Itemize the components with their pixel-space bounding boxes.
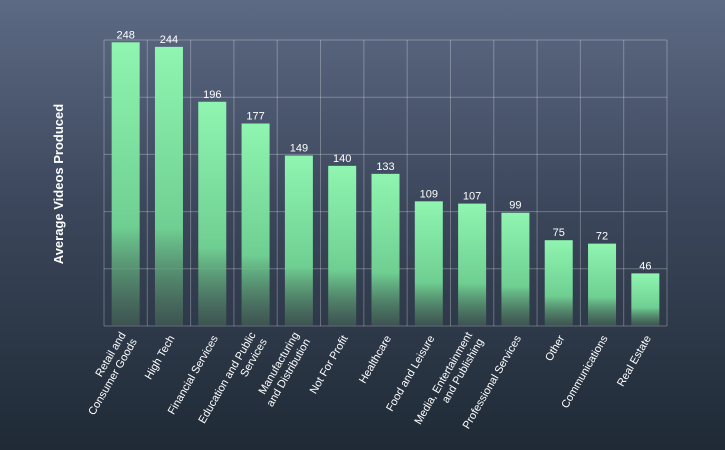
category-label: Communications [559,333,611,410]
bar [414,201,443,326]
bar [328,165,357,326]
y-axis-label: Average Videos Produced [51,104,66,264]
category-label: Retail andConsumer Goods [75,330,140,418]
value-labels: 248 244 196 177 149 140 133 109 107 99 75 72 46 [116,29,651,272]
bar-value-label: 133 [376,161,394,173]
bar-value-label: 99 [509,200,521,212]
bar-value-label: 75 [553,227,565,239]
bar [501,212,530,326]
category-labels: Retail andConsumer Goods High TechFinanci… [75,330,654,431]
category-label: Other [543,333,567,363]
bar [111,42,140,327]
category-label: Real Estate [615,334,654,389]
bar-value-label: 244 [160,34,178,46]
bar-value-label: 46 [639,260,651,272]
bars [111,42,660,327]
bar-value-label: 177 [246,111,264,123]
category-label: Not For Profit [308,334,351,397]
bar [241,123,270,327]
bar [458,203,487,326]
bar-value-label: 107 [463,191,481,203]
bar [631,273,660,326]
bar [544,240,573,326]
bar-value-label: 140 [333,153,351,165]
bar [154,46,183,326]
bar [198,101,227,326]
bar [371,173,400,326]
bar-value-label: 72 [596,231,608,243]
bar-value-label: 109 [420,188,438,200]
bar [588,243,617,326]
bar-value-label: 248 [116,29,134,41]
bar [284,155,313,326]
bar-value-label: 149 [290,143,308,155]
category-label: Healthcare [357,334,394,386]
bar-value-label: 196 [203,89,221,101]
category-label: High Tech [143,334,178,382]
